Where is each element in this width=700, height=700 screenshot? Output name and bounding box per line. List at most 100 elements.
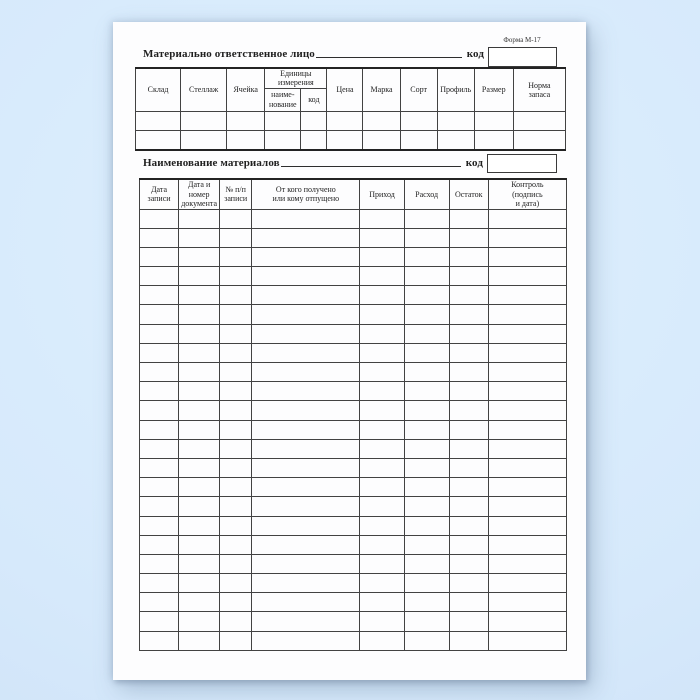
- empty-cell: [359, 534, 405, 555]
- empty-cell: [403, 400, 450, 421]
- empty-cell: [138, 266, 180, 287]
- empty-cell: [178, 381, 221, 402]
- empty-row: [138, 534, 568, 555]
- empty-cell: [403, 419, 450, 440]
- empty-cell: [403, 285, 450, 306]
- empty-row: [138, 611, 568, 632]
- empty-row: [138, 342, 568, 364]
- empty-row: [138, 457, 568, 479]
- empty-cell: [226, 130, 266, 151]
- empty-cell: [219, 227, 253, 248]
- empty-cell: [399, 130, 438, 151]
- empty-cell: [251, 323, 361, 344]
- empty-cell: [403, 266, 450, 287]
- empty-cell: [359, 400, 405, 421]
- col-header-price: Цена: [326, 67, 364, 112]
- empty-row: [138, 477, 568, 498]
- empty-cell: [138, 630, 180, 651]
- empty-cell: [403, 592, 450, 613]
- empty-cell: [487, 342, 568, 364]
- materials-name-line: Наименование материалов код: [143, 157, 483, 169]
- empty-cell: [178, 630, 221, 651]
- empty-cell: [359, 246, 405, 268]
- empty-cell: [178, 208, 221, 229]
- empty-cell: [138, 534, 180, 555]
- empty-cell: [219, 534, 253, 555]
- empty-cell: [134, 110, 182, 132]
- empty-cell: [178, 611, 221, 632]
- empty-cell: [359, 611, 405, 632]
- empty-cell: [251, 592, 361, 613]
- empty-cell: [138, 592, 180, 613]
- empty-cell: [251, 208, 361, 229]
- empty-cell: [448, 246, 489, 268]
- empty-cell: [487, 323, 568, 344]
- empty-cell: [180, 110, 228, 132]
- empty-cell: [359, 381, 405, 402]
- empty-cell: [180, 130, 228, 151]
- empty-cell: [219, 304, 253, 325]
- empty-cell: [300, 110, 328, 132]
- empty-cell: [251, 553, 361, 575]
- responsible-person-line: Материально ответственное лицо код: [143, 48, 484, 60]
- col-header-income: Приход: [359, 178, 405, 210]
- empty-cell: [178, 438, 221, 459]
- empty-cell: [219, 285, 253, 306]
- empty-cell: [178, 342, 221, 364]
- empty-cell: [178, 304, 221, 325]
- empty-cell: [359, 630, 405, 651]
- empty-cell: [399, 110, 438, 132]
- empty-cell: [359, 592, 405, 613]
- empty-cell: [403, 496, 450, 517]
- empty-cell: [359, 266, 405, 287]
- empty-cell: [487, 457, 568, 479]
- empty-cell: [359, 361, 405, 383]
- empty-cell: [403, 323, 450, 344]
- records-table-body: [138, 208, 568, 651]
- empty-cell: [251, 496, 361, 517]
- empty-cell: [487, 553, 568, 575]
- empty-cell: [251, 361, 361, 383]
- empty-row: [138, 438, 568, 459]
- empty-cell: [219, 477, 253, 498]
- empty-row: [138, 630, 568, 651]
- empty-cell: [326, 110, 364, 132]
- empty-cell: [448, 304, 489, 325]
- col-header-entry-number: № п/п записи: [219, 178, 253, 210]
- empty-cell: [359, 496, 405, 517]
- empty-cell: [359, 457, 405, 479]
- empty-row: [138, 400, 568, 421]
- empty-cell: [219, 611, 253, 632]
- empty-cell: [487, 534, 568, 555]
- col-header-grade: Сорт: [399, 67, 438, 112]
- empty-cell: [178, 361, 221, 383]
- empty-cell: [219, 342, 253, 364]
- empty-cell: [219, 457, 253, 479]
- col-header-units-name: наиме- нование: [264, 87, 302, 112]
- empty-cell: [264, 130, 302, 151]
- empty-cell: [219, 553, 253, 575]
- empty-cell: [178, 246, 221, 268]
- empty-row: [134, 130, 567, 151]
- empty-cell: [487, 227, 568, 248]
- empty-cell: [487, 611, 568, 632]
- col-header-rack: Стеллаж: [180, 67, 228, 112]
- empty-cell: [138, 573, 180, 594]
- responsible-code-label: код: [466, 48, 484, 60]
- empty-cell: [448, 592, 489, 613]
- empty-cell: [448, 323, 489, 344]
- empty-cell: [138, 438, 180, 459]
- empty-row: [138, 496, 568, 517]
- empty-cell: [359, 515, 405, 536]
- empty-cell: [448, 611, 489, 632]
- empty-cell: [403, 534, 450, 555]
- empty-cell: [326, 130, 364, 151]
- empty-cell: [251, 381, 361, 402]
- empty-cell: [138, 323, 180, 344]
- empty-cell: [359, 323, 405, 344]
- empty-cell: [138, 304, 180, 325]
- empty-cell: [251, 342, 361, 364]
- empty-cell: [251, 304, 361, 325]
- empty-cell: [251, 438, 361, 459]
- empty-cell: [359, 208, 405, 229]
